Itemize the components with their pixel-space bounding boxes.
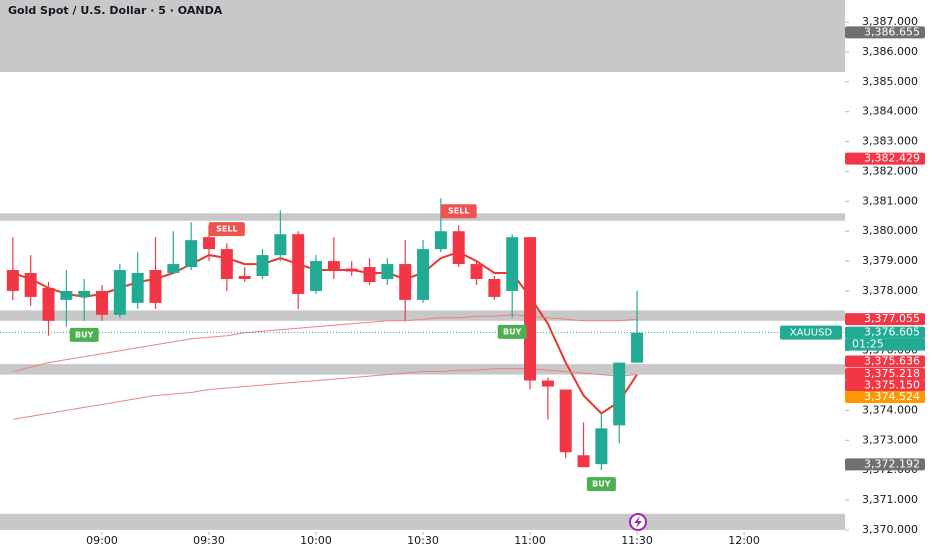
- price-label: 3,386.655: [864, 25, 920, 38]
- candle-body: [78, 290, 91, 297]
- x-tick-label: 10:00: [300, 534, 332, 547]
- price-label-box: [845, 326, 925, 339]
- candle-body: [274, 234, 287, 256]
- y-tick-label: 3,370.000: [862, 523, 918, 536]
- zone: [0, 0, 845, 72]
- y-tick-label: 3,371.000: [862, 493, 918, 506]
- signal-label: BUY: [592, 480, 611, 489]
- signal-marker: [208, 222, 245, 237]
- zone: [0, 513, 845, 530]
- price-label: 3,374.524: [864, 390, 920, 403]
- indicator-line: [12, 314, 638, 373]
- event-icon-bolt: [634, 516, 642, 528]
- x-tick-label: 11:00: [514, 534, 546, 547]
- candle-body: [577, 455, 590, 468]
- signal-label: BUY: [503, 327, 522, 336]
- y-tick-label: 3,379.000: [862, 254, 918, 267]
- y-tick-label: 3,374.000: [862, 403, 918, 416]
- candle-body: [381, 264, 394, 279]
- candle-body: [185, 240, 198, 268]
- signal-label: SELL: [448, 207, 469, 216]
- candle-body: [417, 249, 430, 300]
- y-tick-label: 3,382.000: [862, 164, 918, 177]
- price-label-box: [845, 26, 925, 39]
- x-tick-label: 11:30: [621, 534, 653, 547]
- candle-body: [631, 332, 644, 363]
- signal-marker: [497, 324, 527, 339]
- y-tick-label: 3,384.000: [862, 105, 918, 118]
- candle-body: [60, 290, 73, 300]
- candle-body: [595, 428, 608, 465]
- candle-body: [452, 231, 465, 265]
- y-tick-label: 3,387.000: [862, 15, 918, 28]
- candle-body: [256, 255, 269, 277]
- price-label: 3,375.218: [864, 367, 920, 380]
- candle-body: [363, 267, 376, 282]
- candle-body: [42, 287, 55, 321]
- indicator-line: [12, 368, 638, 420]
- candle-body: [310, 261, 323, 291]
- y-tick-label: 3,373.000: [862, 433, 918, 446]
- price-label-box: [845, 391, 925, 404]
- x-tick-label: 10:30: [407, 534, 439, 547]
- zone: [0, 310, 845, 321]
- candle-body: [149, 270, 162, 303]
- countdown-box: [845, 338, 925, 351]
- signal-marker: [69, 327, 99, 342]
- candle-body: [96, 290, 109, 315]
- candle-body: [131, 273, 144, 303]
- y-tick-label: 3,381.000: [862, 194, 918, 207]
- candle-body: [6, 270, 19, 291]
- candle-body: [24, 273, 37, 297]
- symbol-label: XAUUSD: [790, 328, 833, 339]
- signal-label: BUY: [75, 330, 94, 339]
- price-label: 3,382.429: [864, 152, 920, 165]
- candle-body: [238, 276, 251, 279]
- candle-body: [399, 264, 412, 300]
- price-label-box: [845, 458, 925, 471]
- candle-body: [541, 380, 554, 387]
- candle-body: [434, 231, 447, 250]
- chart-title: Gold Spot / U.S. Dollar · 5 · OANDA: [8, 4, 223, 17]
- candle-body: [167, 264, 180, 274]
- zone: [0, 364, 845, 375]
- price-label-box: [845, 152, 925, 165]
- candle-body: [113, 270, 126, 315]
- price-label: 3,377.055: [864, 312, 920, 325]
- price-label-box: [845, 379, 925, 392]
- y-tick-label: 3,380.000: [862, 224, 918, 237]
- x-tick-label: 12:00: [728, 534, 760, 547]
- zone: [0, 213, 845, 221]
- price-label-box: [845, 368, 925, 381]
- candle-body: [345, 268, 358, 272]
- candle-body: [613, 362, 626, 426]
- candle-body: [524, 237, 537, 381]
- candle-body: [327, 261, 340, 271]
- signal-label: SELL: [216, 225, 237, 234]
- signal-marker: [586, 477, 616, 492]
- candle-body: [220, 249, 233, 279]
- y-tick-label: 3,385.000: [862, 75, 918, 88]
- price-label-box: [845, 355, 925, 368]
- y-tick-label: 3,383.000: [862, 135, 918, 148]
- y-tick-label: 3,378.000: [862, 284, 918, 297]
- candle-body: [470, 264, 483, 279]
- price-label: 3,375.150: [864, 379, 920, 392]
- candle-body: [506, 237, 519, 291]
- x-tick-label: 09:30: [193, 534, 225, 547]
- x-tick-label: 09:00: [86, 534, 118, 547]
- candle-body: [292, 234, 305, 294]
- candle-body: [559, 389, 572, 453]
- candle-body: [203, 237, 216, 250]
- candle-body: [488, 278, 501, 297]
- symbol-box: [780, 325, 842, 340]
- y-tick-label: 3,386.000: [862, 45, 918, 58]
- price-label: 3,376.605: [864, 326, 920, 339]
- price-label: 3,372.192: [864, 457, 920, 470]
- signal-marker: [440, 204, 477, 219]
- countdown: 01:25: [852, 338, 884, 351]
- price-label-box: [845, 313, 925, 326]
- price-label: 3,375.636: [864, 355, 920, 368]
